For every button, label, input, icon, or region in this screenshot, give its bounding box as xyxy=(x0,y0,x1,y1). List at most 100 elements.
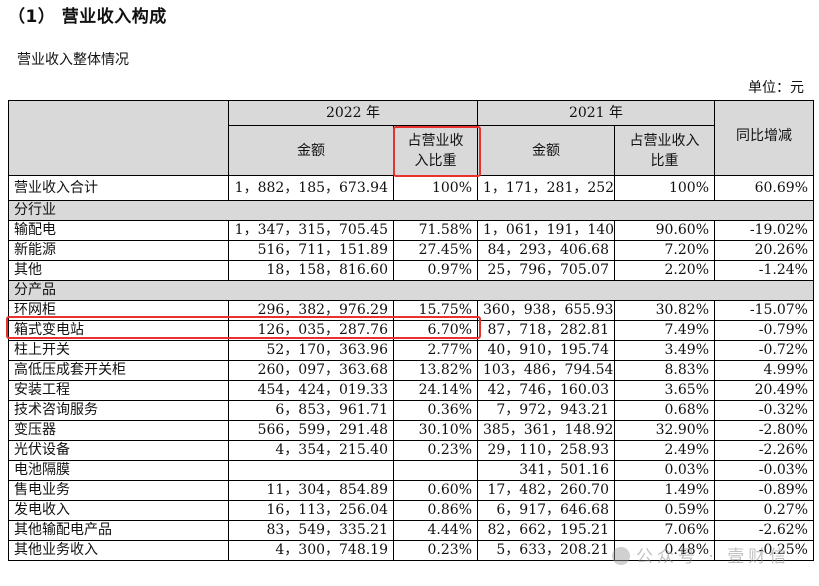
watermark-text: 公众号 · 壹财信 xyxy=(636,547,791,567)
product-rows: 环网柜 296，382，976.29 15.75% 360，938，655.93 30.… xyxy=(8,300,814,561)
row-label: 光伏设备 xyxy=(8,440,229,461)
amount-2022: 83，549，335.21 xyxy=(228,520,394,541)
table-row: 变压器 566，599，291.48 30.10% 385，361，148.92 32.… xyxy=(8,420,814,441)
header-blank xyxy=(8,100,229,176)
ratio-2022: 0.60% xyxy=(393,480,478,501)
amount-2022 xyxy=(228,460,394,481)
section-label: 分行业 xyxy=(8,200,814,221)
ratio-2022: 4.44% xyxy=(393,520,478,541)
amount-2022: 1，347，315，705.45 xyxy=(228,220,394,241)
amount-2021: 7，972，943.21 xyxy=(477,400,615,421)
amount-2022: 260，097，363.68 xyxy=(228,360,394,381)
ratio-2022: 13.82% xyxy=(393,360,478,381)
ratio-2021: 2.20% xyxy=(614,260,715,281)
yoy-change: -0.79% xyxy=(714,320,814,341)
table-row: 技术咨询服务 6，853，961.71 0.36% 7，972，943.21 0.68%… xyxy=(8,400,814,421)
table-row: 新能源 516，711，151.89 27.45% 84，293，406.68 7.20… xyxy=(8,240,814,261)
row-label: 其他 xyxy=(8,260,229,281)
yoy-change: -1.24% xyxy=(714,260,814,281)
table-row: 高低压成套开关柜 260，097，363.68 13.82% 103，486，794.… xyxy=(8,360,814,381)
ratio-2021: 7.49% xyxy=(614,320,715,341)
amount-2022: 4，354，215.40 xyxy=(228,440,394,461)
ratio-2021: 8.83% xyxy=(614,360,715,381)
ratio-2022: 0.23% xyxy=(393,540,478,561)
industry-rows: 输配电1，347，315，705.4571.58%1，061，191，140.3… xyxy=(8,220,814,281)
ratio-2022: 0.97% xyxy=(393,260,478,281)
table-row: 输配电1，347，315，705.4571.58%1，061，191，140.3… xyxy=(8,220,814,241)
yoy-change: 20.26% xyxy=(714,240,814,261)
table-row: 其他 18，158，816.60 0.97% 25，796，705.07 2.20% -1… xyxy=(8,260,814,281)
table-subtitle: 营业收入整体情况 xyxy=(17,52,129,68)
amount-2021: 87，718，282.81 xyxy=(477,320,615,341)
yoy-change: -0.72% xyxy=(714,340,814,361)
row-label: 安装工程 xyxy=(8,380,229,401)
ratio-2021: 7.06% xyxy=(614,520,715,541)
row-label: 新能源 xyxy=(8,240,229,261)
amount-2021: 1，061，191，140.32 xyxy=(477,220,615,241)
yoy-change: 0.27% xyxy=(714,500,814,521)
amount-2022: 126，035，287.76 xyxy=(228,320,394,341)
yoy-change: -2.80% xyxy=(714,420,814,441)
header-ratio-2021: 占营业收入比重 xyxy=(614,125,715,176)
header-yoy: 同比增减 xyxy=(714,100,814,176)
yoy-change: 20.49% xyxy=(714,380,814,401)
row-label: 营业收入合计 xyxy=(8,175,229,201)
ratio-2021: 1.49% xyxy=(614,480,715,501)
ratio-2022: 15.75% xyxy=(393,300,478,321)
yoy-change: 60.69% xyxy=(714,175,814,201)
table-row: 环网柜 296，382，976.29 15.75% 360，938，655.93 30.… xyxy=(8,300,814,321)
ratio-2021: 0.03% xyxy=(614,460,715,481)
section-row-product: 分产品 xyxy=(8,280,814,301)
table-row: 箱式变电站 126，035，287.76 6.70% 87，718，282.81 7.4… xyxy=(8,320,814,341)
amount-2022: 16，113，256.04 xyxy=(228,500,394,521)
yoy-change: -2.26% xyxy=(714,440,814,461)
ratio-2021: 100% xyxy=(614,175,715,201)
table-row: 柱上开关 52，170，363.96 2.77% 40，910，195.74 3.49%… xyxy=(8,340,814,361)
section-label: 分产品 xyxy=(8,280,814,301)
row-label: 技术咨询服务 xyxy=(8,400,229,421)
row-label: 环网柜 xyxy=(8,300,229,321)
row-label: 柱上开关 xyxy=(8,340,229,361)
header-year-2022: 2022 年 xyxy=(228,100,478,126)
ratio-2022: 6.70% xyxy=(393,320,478,341)
row-label: 高低压成套开关柜 xyxy=(8,360,229,381)
total-row: 营业收入合计 1，882，185，673.94 100% 1，171，281，2… xyxy=(8,175,814,201)
row-label: 箱式变电站 xyxy=(8,320,229,341)
ratio-2022: 0.23% xyxy=(393,440,478,461)
ratio-2021: 32.90% xyxy=(614,420,715,441)
row-label: 发电收入 xyxy=(8,500,229,521)
yoy-change: -0.25% xyxy=(714,540,814,561)
amount-2022: 52，170，363.96 xyxy=(228,340,394,361)
ratio-2022 xyxy=(393,460,478,481)
ratio-2021: 2.49% xyxy=(614,440,715,461)
table-row: 安装工程 454，424，019.33 24.14% 42，746，160.03 3.6… xyxy=(8,380,814,401)
section-heading: （1） 营业收入构成 xyxy=(8,7,167,27)
ratio-2021: 3.49% xyxy=(614,340,715,361)
amount-2022: 4，300，748.19 xyxy=(228,540,394,561)
table-row: 其他输配电产品 83，549，335.21 4.44% 82，662，195.21 7.… xyxy=(8,520,814,541)
amount-2021: 5，633，208.21 xyxy=(477,540,615,561)
table-row: 光伏设备 4，354，215.40 0.23% 29，110，258.93 2.49% -… xyxy=(8,440,814,461)
row-label: 输配电 xyxy=(8,220,229,241)
yoy-change: -0.32% xyxy=(714,400,814,421)
section-row-industry: 分行业 xyxy=(8,200,814,221)
amount-2022: 516，711，151.89 xyxy=(228,240,394,261)
amount-2022: 18，158，816.60 xyxy=(228,260,394,281)
ratio-2022: 100% xyxy=(393,175,478,201)
header-ratio-2022: 占营业收入比重 xyxy=(393,125,478,176)
ratio-2021: 30.82% xyxy=(614,300,715,321)
ratio-2022: 30.10% xyxy=(393,420,478,441)
amount-2021: 25，796，705.07 xyxy=(477,260,615,281)
row-label: 电池隔膜 xyxy=(8,460,229,481)
amount-2022: 454，424，019.33 xyxy=(228,380,394,401)
amount-2022: 11，304，854.89 xyxy=(228,480,394,501)
ratio-2021: 0.68% xyxy=(614,400,715,421)
amount-2022: 566，599，291.48 xyxy=(228,420,394,441)
ratio-2022: 71.58% xyxy=(393,220,478,241)
ratio-2022: 0.86% xyxy=(393,500,478,521)
amount-2021: 1，171，281，252.07 xyxy=(477,175,615,201)
ratio-2021: 3.65% xyxy=(614,380,715,401)
row-label: 变压器 xyxy=(8,420,229,441)
amount-2022: 1，882，185，673.94 xyxy=(228,175,394,201)
header-amount-2021: 金额 xyxy=(477,125,615,176)
